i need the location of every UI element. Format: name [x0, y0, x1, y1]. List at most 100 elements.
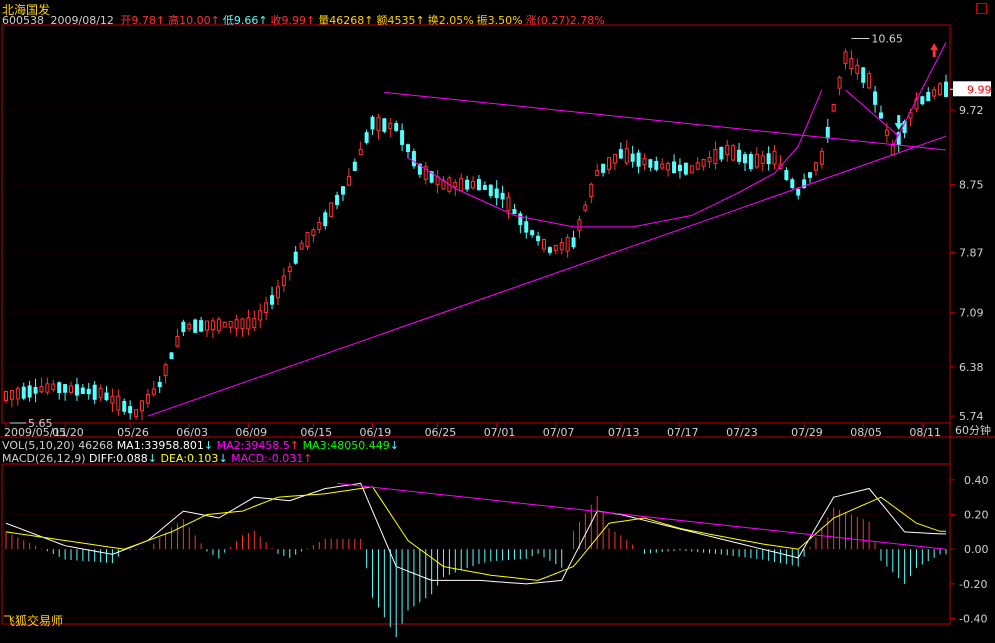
candle-body: [98, 388, 103, 398]
macd-trendline: [337, 482, 947, 550]
candle-body: [530, 230, 535, 236]
candle: [163, 362, 168, 384]
candle-body: [423, 166, 428, 180]
candle-body: [69, 385, 74, 393]
candle: [441, 176, 446, 190]
window-corner-box[interactable]: [976, 3, 987, 14]
candle-body: [382, 118, 387, 132]
candle: [784, 167, 789, 181]
candle: [482, 181, 487, 190]
candle: [275, 279, 280, 305]
candle: [246, 309, 251, 336]
high-price-label: 10.65: [871, 33, 903, 46]
candle-body: [571, 237, 576, 248]
candle: [287, 262, 292, 281]
candle-body: [926, 92, 931, 102]
candle: [370, 115, 375, 135]
candle-body: [205, 320, 210, 331]
candle-body: [340, 186, 345, 195]
candle-body: [707, 157, 712, 163]
price-grid: [2, 109, 950, 417]
candle-body: [86, 388, 91, 395]
candle: [175, 328, 180, 348]
candle: [500, 185, 505, 209]
candle: [465, 175, 470, 192]
candle-body: [819, 150, 824, 165]
candle: [849, 50, 854, 76]
candle: [145, 388, 150, 408]
candle: [672, 154, 677, 174]
candle-body: [246, 317, 251, 330]
vol-indicator-line: VOL(5,10,20) 46268 MA1:33958.801↓ MA2:39…: [2, 439, 399, 452]
date-tick-label-4: 06/09: [235, 426, 267, 439]
candle: [689, 165, 694, 174]
candle-body: [541, 238, 546, 250]
quote-stat-6: 换2.05%: [427, 14, 474, 27]
candle: [358, 141, 363, 156]
candle-body: [264, 302, 269, 314]
candle-body: [938, 83, 943, 96]
candle: [760, 150, 765, 171]
candle: [86, 383, 91, 400]
candle: [648, 158, 653, 172]
date-tick-label-15: 08/11: [909, 426, 941, 439]
price-tick-label-4: 8.75: [959, 179, 984, 192]
candle: [98, 384, 103, 402]
candle: [565, 234, 570, 258]
date-tick-label-5: 06/15: [300, 426, 332, 439]
candle-body: [642, 158, 647, 165]
candle: [252, 310, 257, 332]
candle: [51, 379, 56, 392]
candle-body: [855, 64, 860, 74]
candle: [116, 389, 121, 416]
quote-header: 600538 2009/08/12 开9.78↑ 高10.00↑ 低9.66↑ 收9.…: [2, 14, 611, 27]
candle-body: [547, 247, 552, 253]
candle: [340, 186, 345, 201]
candle-body: [524, 221, 529, 233]
candle: [494, 180, 499, 206]
candle-body: [122, 400, 127, 412]
candle-body: [299, 242, 304, 250]
candle-body: [317, 221, 322, 231]
candle-body: [689, 165, 694, 174]
candle: [364, 129, 369, 145]
resistance-trendline: [384, 91, 947, 151]
candle: [187, 322, 192, 332]
candle-body: [849, 58, 854, 70]
candle: [459, 173, 464, 192]
macd-dea-arrow: ↓: [218, 452, 231, 465]
candle: [518, 211, 523, 234]
macd-panel-border: [1, 463, 951, 625]
candle-body: [45, 383, 50, 393]
candle: [737, 142, 742, 165]
candle: [311, 227, 316, 243]
candle-body: [139, 400, 144, 412]
candle-body: [796, 189, 801, 196]
candle: [435, 169, 440, 194]
candle-body: [335, 194, 340, 206]
candle-body: [134, 409, 139, 417]
candle: [122, 398, 127, 415]
candle-body: [358, 148, 363, 156]
candle-body: [169, 352, 174, 360]
candle-body: [932, 89, 937, 97]
candle: [559, 238, 564, 255]
candle-body: [624, 148, 629, 164]
candle-body: [323, 212, 328, 227]
up-arrow-icon: [930, 43, 939, 51]
candle-body: [677, 164, 682, 172]
candle: [695, 157, 700, 171]
date-tick-label-14: 08/05: [850, 426, 882, 439]
candle: [855, 58, 860, 80]
candle: [748, 151, 753, 172]
candle-body: [831, 103, 836, 112]
candle-body: [784, 170, 789, 180]
candle-body: [748, 154, 753, 170]
candle-body: [612, 153, 617, 164]
candle: [33, 378, 38, 403]
candle: [701, 158, 706, 171]
candle-body: [187, 323, 192, 330]
candle: [742, 151, 747, 172]
